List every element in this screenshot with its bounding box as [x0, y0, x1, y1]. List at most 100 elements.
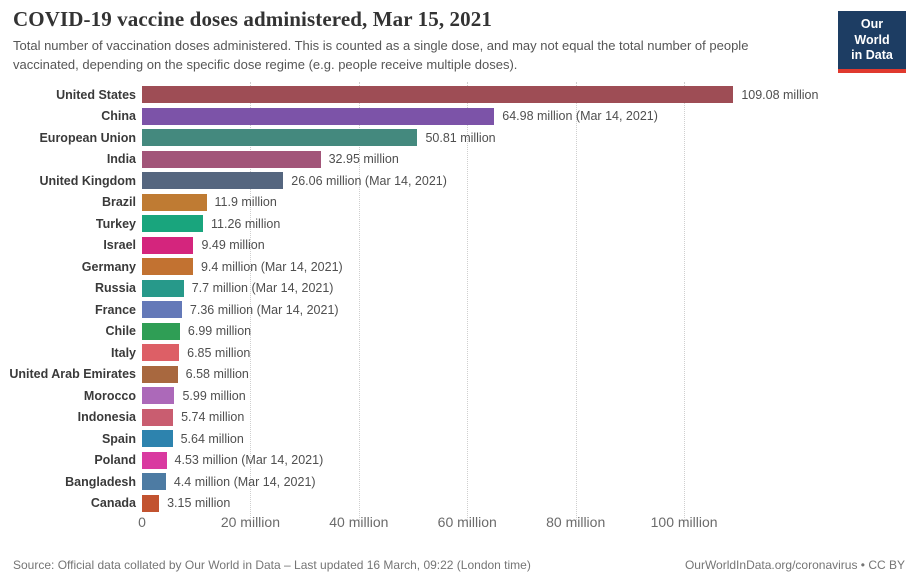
chart-row: France 7.36 million (Mar 14, 2021)	[0, 299, 921, 321]
x-tick-label: 60 million	[437, 514, 497, 530]
bar-track: 5.99 million	[142, 385, 921, 407]
owid-logo-box: Our World in Data	[838, 11, 906, 69]
owid-logo-line1: Our World	[854, 17, 890, 47]
chart-row: Chile 6.99 million	[0, 321, 921, 343]
value-label: 7.36 million (Mar 14, 2021)	[189, 302, 339, 317]
owid-logo[interactable]: Our World in Data	[838, 11, 906, 73]
country-label: Israel	[103, 238, 136, 253]
chart-footer: Source: Official data collated by Our Wo…	[13, 558, 905, 572]
bar-bangladesh[interactable]	[142, 473, 166, 491]
bar-germany[interactable]	[142, 258, 193, 276]
bar-track: 6.85 million	[142, 342, 921, 364]
country-label: India	[106, 152, 136, 167]
bar-brazil[interactable]	[142, 193, 207, 211]
bar-france[interactable]	[142, 301, 182, 319]
country-label: Brazil	[101, 195, 136, 210]
value-label: 9.4 million (Mar 14, 2021)	[200, 259, 343, 274]
bar-israel[interactable]	[142, 236, 194, 254]
country-label: Bangladesh	[65, 474, 136, 489]
gridline-80m	[575, 82, 577, 520]
value-label: 5.64 million	[180, 431, 244, 446]
bar-united-states[interactable]	[142, 86, 734, 104]
chart-header: COVID-19 vaccine doses administered, Mar…	[13, 6, 823, 75]
chart-row: Poland 4.53 million (Mar 14, 2021)	[0, 450, 921, 472]
chart-row: European Union 50.81 million	[0, 127, 921, 149]
value-label: 6.58 million	[185, 367, 249, 382]
chart-row: Russia 7.7 million (Mar 14, 2021)	[0, 278, 921, 300]
chart-row: Italy 6.85 million	[0, 342, 921, 364]
source-note: Source: Official data collated by Our Wo…	[13, 558, 531, 572]
value-label: 109.08 million	[741, 87, 819, 102]
country-label: Indonesia	[77, 410, 136, 425]
value-label: 64.98 million (Mar 14, 2021)	[502, 109, 658, 124]
value-label: 32.95 million	[328, 152, 399, 167]
country-label: Chile	[105, 324, 136, 339]
bar-chart: United States 109.08 million China 64.98 mi…	[0, 82, 921, 520]
bar-chart-rows: United States 109.08 million China 64.98 mi…	[0, 84, 921, 514]
value-label: 3.15 million	[167, 496, 231, 511]
bar-track: 6.58 million	[142, 364, 921, 386]
x-tick-label: 80 million	[546, 514, 606, 530]
chart-row: Germany 9.4 million (Mar 14, 2021)	[0, 256, 921, 278]
chart-row: Turkey 11.26 million	[0, 213, 921, 235]
chart-row: Indonesia 5.74 million	[0, 407, 921, 429]
country-label: Turkey	[95, 216, 136, 231]
value-label: 26.06 million (Mar 14, 2021)	[291, 173, 447, 188]
chart-title: COVID-19 vaccine doses administered, Mar…	[13, 7, 492, 31]
chart-subtitle: Total number of vaccination doses admini…	[13, 38, 749, 73]
bar-track: 9.49 million	[142, 235, 921, 257]
bar-track: 32.95 million	[142, 149, 921, 171]
bar-track: 3.15 million	[142, 493, 921, 515]
bar-track: 5.64 million	[142, 428, 921, 450]
country-label: France	[95, 302, 136, 317]
x-tick-label: 0	[138, 514, 146, 530]
owid-logo-line2: in Data	[851, 48, 893, 63]
gridline-40m	[358, 82, 360, 520]
bar-russia[interactable]	[142, 279, 184, 297]
bar-canada[interactable]	[142, 494, 160, 512]
gridlines	[142, 82, 921, 520]
value-label: 7.7 million (Mar 14, 2021)	[191, 281, 334, 296]
value-label: 4.53 million (Mar 14, 2021)	[174, 453, 324, 468]
chart-row: Canada 3.15 million	[0, 493, 921, 515]
bar-track: 11.26 million	[142, 213, 921, 235]
bar-poland[interactable]	[142, 451, 167, 469]
value-label: 11.26 million	[211, 216, 281, 231]
bar-track: 7.7 million (Mar 14, 2021)	[142, 278, 921, 300]
country-label: United Arab Emirates	[9, 367, 136, 382]
bar-track: 4.53 million (Mar 14, 2021)	[142, 450, 921, 472]
bar-track: 7.36 million (Mar 14, 2021)	[142, 299, 921, 321]
owid-url-link[interactable]: OurWorldInData.org/coronavirus • CC BY	[684, 558, 905, 572]
bar-united-arab-emirates[interactable]	[142, 365, 178, 383]
chart-row: Spain 5.64 million	[0, 428, 921, 450]
country-label: European Union	[39, 130, 136, 145]
country-label: Canada	[90, 496, 136, 511]
country-label: Poland	[94, 453, 136, 468]
bar-european-union[interactable]	[142, 129, 418, 147]
chart-row: United Arab Emirates 6.58 million	[0, 364, 921, 386]
x-tick-label: 40 million	[329, 514, 389, 530]
country-label: Russia	[95, 281, 136, 296]
value-label: 9.49 million	[201, 238, 265, 253]
value-label: 50.81 million	[425, 130, 496, 145]
bar-china[interactable]	[142, 107, 495, 125]
bar-turkey[interactable]	[142, 215, 204, 233]
country-label: Morocco	[83, 388, 136, 403]
bar-india[interactable]	[142, 150, 321, 168]
bar-indonesia[interactable]	[142, 408, 174, 426]
value-label: 5.99 million	[182, 388, 246, 403]
bar-track: 5.74 million	[142, 407, 921, 429]
chart-row: United States 109.08 million	[0, 84, 921, 106]
bar-track: 4.4 million (Mar 14, 2021)	[142, 471, 921, 493]
bar-spain[interactable]	[142, 430, 173, 448]
bar-morocco[interactable]	[142, 387, 175, 405]
gridline-20m	[250, 82, 252, 520]
chart-row: Morocco 5.99 million	[0, 385, 921, 407]
bar-chile[interactable]	[142, 322, 180, 340]
bar-track: 6.99 million	[142, 321, 921, 343]
value-label: 6.85 million	[187, 345, 251, 360]
bar-united-kingdom[interactable]	[142, 172, 284, 190]
country-label: Germany	[81, 259, 136, 274]
bar-italy[interactable]	[142, 344, 180, 362]
